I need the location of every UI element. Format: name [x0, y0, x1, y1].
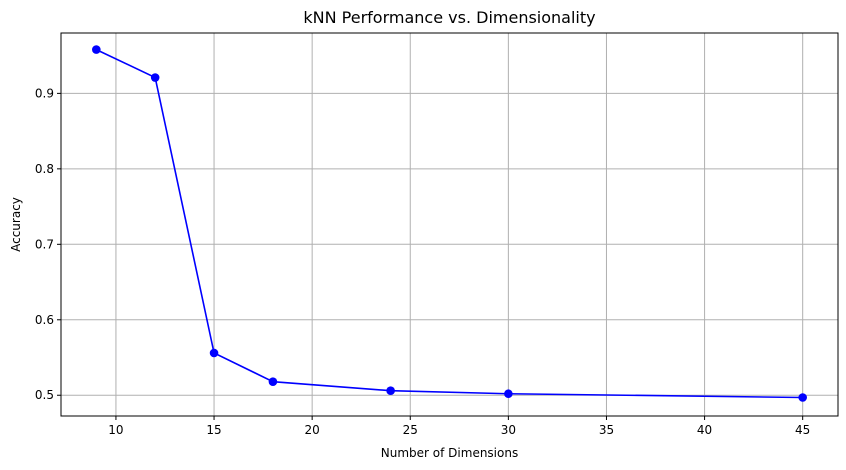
x-tick-label: 25	[403, 423, 418, 437]
data-series	[92, 45, 807, 402]
data-point	[386, 386, 395, 396]
x-tick-label: 10	[108, 423, 123, 437]
x-tick-label: 15	[206, 423, 221, 437]
grid-lines	[61, 33, 838, 416]
data-point	[268, 377, 278, 386]
y-tick-label: 0.6	[35, 313, 54, 327]
data-point	[92, 45, 101, 54]
x-tick-label: 35	[599, 423, 614, 437]
y-tick-label: 0.7	[35, 237, 54, 251]
x-tick-label: 20	[305, 423, 320, 437]
plot-frame	[60, 32, 839, 417]
y-tick-label: 0.5	[35, 388, 54, 402]
data-point	[798, 393, 807, 402]
x-tick-label: 45	[795, 423, 810, 437]
y-axis-ticks: 0.5 0.6 0.7 0.8 0.9	[35, 86, 61, 402]
series-line	[95, 48, 803, 399]
y-tick-label: 0.9	[35, 86, 54, 100]
chart-title: kNN Performance vs. Dimensionality	[303, 8, 595, 27]
x-tick-label: 40	[697, 423, 712, 437]
data-point	[150, 73, 160, 82]
data-point	[504, 389, 513, 399]
y-tick-label: 0.8	[35, 162, 54, 176]
x-axis-ticks: 10 15 20 25 30 35 40 45	[108, 416, 810, 437]
x-tick-label: 30	[501, 423, 516, 437]
x-axis-label: Number of Dimensions	[381, 446, 518, 460]
y-axis-label: Accuracy	[9, 197, 23, 252]
data-point	[209, 348, 219, 358]
